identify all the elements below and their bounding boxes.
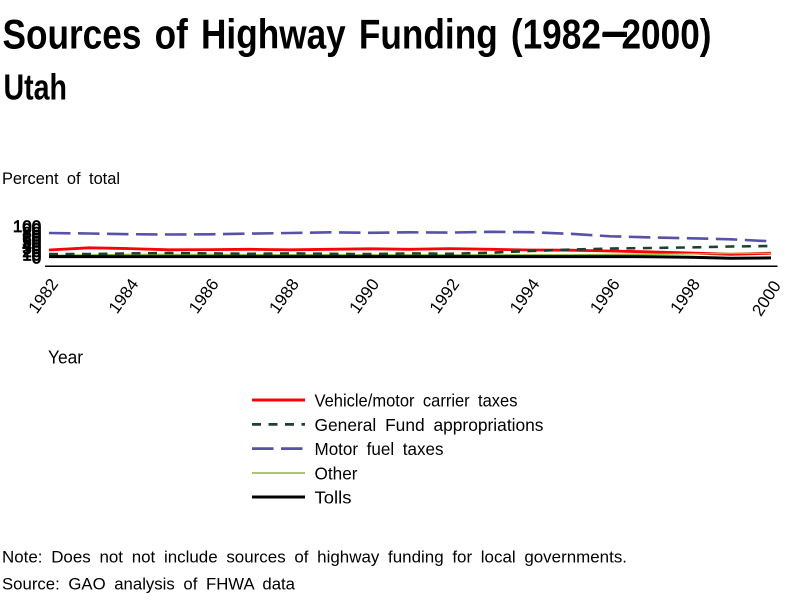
- svg-text:0: 0: [32, 249, 41, 268]
- svg-text:Source: GAO analysis of FHWA d: Source: GAO analysis of FHWA data: [2, 575, 296, 594]
- svg-text:30: 30: [22, 239, 41, 258]
- svg-text:Year: Year: [48, 348, 83, 368]
- svg-text:Note: Does not not include sou: Note: Does not not include sources of hi…: [2, 548, 627, 567]
- svg-text:Sources of Highway Funding (19: Sources of Highway Funding (1982−2000): [3, 11, 712, 58]
- svg-text:Other: Other: [315, 464, 358, 484]
- svg-text:Utah: Utah: [4, 67, 68, 108]
- svg-text:50: 50: [22, 233, 41, 252]
- svg-text:10: 10: [22, 245, 41, 264]
- svg-text:Tolls: Tolls: [315, 488, 352, 508]
- svg-text:100: 100: [13, 217, 41, 236]
- svg-text:90: 90: [22, 220, 41, 239]
- svg-text:General Fund appropriations: General Fund appropriations: [315, 415, 544, 435]
- svg-text:80: 80: [22, 223, 41, 242]
- svg-text:60: 60: [22, 230, 41, 249]
- svg-text:20: 20: [22, 242, 41, 261]
- svg-text:70: 70: [22, 226, 41, 245]
- svg-text:Motor fuel taxes: Motor fuel taxes: [315, 439, 444, 459]
- svg-text:Percent of total: Percent of total: [2, 169, 120, 188]
- svg-text:Vehicle/motor carrier taxes: Vehicle/motor carrier taxes: [315, 391, 518, 411]
- svg-text:40: 40: [22, 236, 41, 255]
